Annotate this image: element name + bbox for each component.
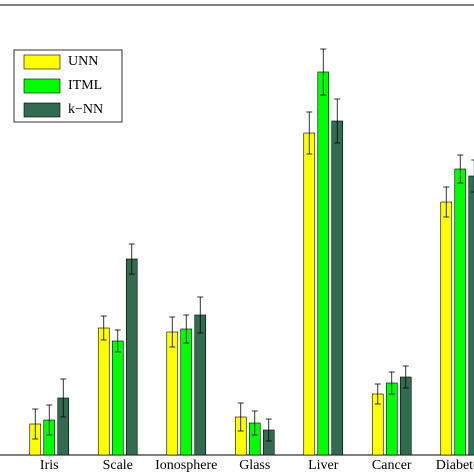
x-tick-label: Diabetes [436, 458, 474, 473]
legend-label: k−NN [68, 102, 103, 117]
error-bar [334, 98, 341, 144]
bar [303, 132, 316, 456]
bar [317, 71, 330, 456]
bar [399, 376, 412, 456]
error-bar [443, 186, 450, 218]
error-bar [388, 371, 395, 395]
error-bar [100, 315, 107, 341]
bar [125, 258, 138, 456]
bar [180, 328, 193, 456]
legend-swatch [23, 78, 61, 94]
legend-label: UNN [68, 54, 98, 69]
bar [468, 175, 474, 456]
error-bar [114, 329, 121, 353]
error-bar [197, 296, 204, 334]
x-tick-label: Glass [239, 458, 270, 473]
error-bar [402, 365, 409, 389]
error-bar [374, 383, 381, 405]
error-bar [265, 418, 272, 442]
bar [194, 314, 207, 456]
error-bar [183, 314, 190, 344]
bar [440, 201, 453, 456]
bar [331, 120, 344, 456]
legend-label: ITML [68, 78, 102, 93]
x-tick-label: Liver [308, 458, 339, 473]
error-bar [32, 408, 39, 440]
error-bar [128, 243, 135, 275]
x-tick-label: Cancer [372, 458, 412, 473]
bar [166, 331, 179, 456]
error-bar [251, 410, 258, 436]
error-bar [306, 111, 313, 155]
x-tick-label: Scale [103, 458, 133, 473]
legend-swatch [23, 102, 61, 118]
error-bar [46, 404, 53, 436]
error-bar [237, 402, 244, 432]
legend-swatch [23, 54, 61, 70]
x-tick-label: Ionosphere [155, 458, 217, 473]
bar [111, 340, 124, 456]
x-tick-label: Iris [40, 458, 59, 473]
error-bar [60, 378, 67, 418]
bar [97, 327, 110, 456]
error-bar [320, 48, 327, 96]
error-bar [471, 159, 474, 193]
error-bar [169, 316, 176, 348]
error-bar [457, 154, 464, 184]
bar [454, 168, 467, 456]
